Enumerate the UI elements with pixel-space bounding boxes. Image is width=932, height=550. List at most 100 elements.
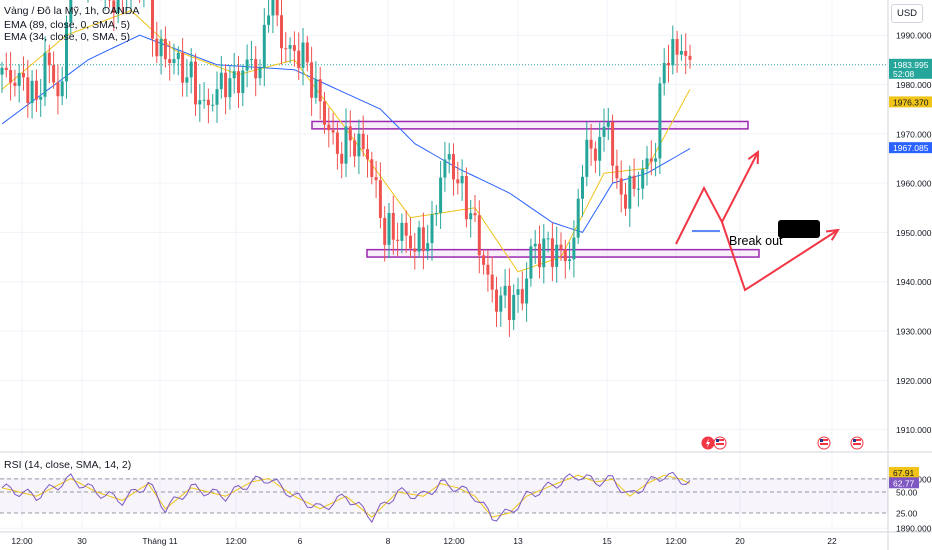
candle-body	[151, 0, 154, 39]
candle-body	[387, 212, 391, 245]
time-tick-label: 6	[298, 536, 303, 546]
breakout-label: Break out	[729, 234, 783, 248]
time-tick-label: 12:00	[665, 536, 687, 546]
time-tick-label: 12:00	[225, 536, 247, 546]
price-tick-label: 1920.000	[896, 376, 932, 386]
candle-body	[262, 24, 266, 68]
candle-body	[559, 244, 563, 250]
time-tick-label: 22	[827, 536, 837, 546]
candle-body	[378, 180, 382, 218]
scenario-breakout-arrow	[721, 221, 839, 292]
candle-body	[555, 244, 559, 267]
rsi-tag	[889, 477, 919, 489]
currency-selector[interactable]: USD	[891, 4, 923, 23]
candle-body	[520, 289, 524, 304]
candle-body	[667, 62, 670, 66]
candle-body	[206, 99, 210, 106]
candle-body	[434, 212, 438, 215]
candle-body	[318, 79, 322, 102]
candle-body	[202, 99, 206, 101]
candle-body	[679, 51, 683, 55]
candle-body	[60, 81, 64, 97]
candle-body	[602, 126, 606, 137]
time-tick-label: 30	[77, 536, 87, 546]
candle-body	[47, 52, 51, 66]
candle-body	[112, 0, 116, 14]
candle-body	[185, 77, 189, 83]
ema89-legend: EMA (89, close, 0, SMA, 5)	[4, 19, 131, 31]
rsi-line	[1, 471, 691, 524]
candle-body	[675, 39, 679, 55]
scenario-up-arrow-head	[747, 149, 760, 165]
us-flag-icon-stripe	[853, 439, 861, 441]
candle-body	[305, 42, 309, 63]
candle-body	[512, 294, 516, 320]
time-axis[interactable]: 12:00 30 Tháng 11 12:00 6 8 12:00 13 15 12:00 20 22	[11, 536, 837, 546]
us-flag-icon-canton	[716, 439, 719, 442]
candle-body	[581, 176, 584, 199]
candle-body	[22, 73, 25, 78]
candle-body	[314, 79, 318, 98]
candle-body	[615, 165, 619, 179]
rsi-legend: RSI (14, close, SMA, 14, 2)	[4, 459, 132, 471]
price-tick-label: 1990.000	[896, 31, 932, 41]
candle-body	[163, 38, 167, 60]
candle-body	[598, 136, 602, 161]
candle-body	[400, 222, 404, 241]
candle-body	[26, 77, 30, 104]
rsi-tag-label: 62.77	[893, 478, 915, 488]
candle-body	[194, 61, 197, 105]
candle-body	[0, 67, 4, 75]
candle-body	[447, 154, 451, 160]
rsi-tick-label: 50.00	[896, 488, 918, 498]
candle-body	[232, 71, 236, 79]
candle-body	[628, 175, 632, 209]
candle-body	[409, 235, 412, 249]
candle-body	[529, 246, 533, 279]
candle-body	[503, 285, 507, 296]
candle-body	[452, 154, 455, 180]
candle-body	[353, 140, 357, 157]
candle-body	[404, 222, 408, 236]
candle-body	[684, 51, 688, 56]
candle-body	[477, 215, 481, 256]
candle-body	[430, 214, 434, 244]
candle-body	[288, 45, 292, 49]
candles	[0, 0, 692, 337]
candle-body	[228, 78, 232, 98]
candle-body	[323, 101, 326, 125]
price-tick-label: 1950.000	[896, 228, 932, 238]
price-axis[interactable]: 1890.0001900.0001910.0001920.0001930.000…	[889, 0, 932, 534]
countdown-label: 52:08	[893, 69, 915, 79]
candle-body	[13, 82, 17, 86]
candle-body	[516, 289, 520, 295]
price-tick-label: 1960.000	[896, 179, 932, 189]
candle-body	[383, 217, 387, 245]
time-tick-label: 12:00	[443, 536, 465, 546]
candle-body	[632, 175, 636, 189]
candle-body	[275, 0, 279, 16]
annotations: Break out	[675, 149, 840, 292]
candle-body	[460, 176, 464, 184]
candle-body	[495, 289, 498, 312]
price-tick-label: 1910.000	[896, 425, 932, 435]
candle-body	[284, 48, 288, 50]
candle-body	[211, 104, 215, 106]
candle-body	[374, 177, 378, 181]
rsi-tag	[889, 466, 919, 478]
candle-body	[249, 59, 253, 61]
candle-body	[490, 274, 494, 290]
candle-body	[116, 0, 120, 14]
candle-body	[421, 227, 425, 252]
candle-body	[563, 249, 567, 262]
us-flag-icon-stripe	[716, 439, 724, 441]
candle-body	[56, 82, 60, 97]
candle-body	[439, 177, 443, 213]
candle-body	[568, 259, 572, 262]
candle-body	[624, 194, 627, 209]
candle-body	[297, 50, 301, 68]
time-tick-label: 13	[513, 536, 523, 546]
candle-body	[237, 71, 240, 94]
candle-body	[301, 42, 305, 68]
candle-body	[69, 0, 73, 23]
